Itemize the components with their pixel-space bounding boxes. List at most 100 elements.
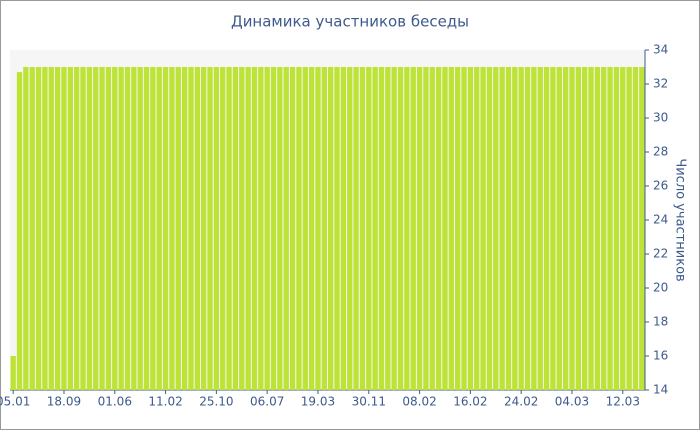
bar — [531, 67, 537, 390]
bar — [448, 67, 454, 390]
bar — [283, 67, 289, 390]
bar — [359, 67, 366, 390]
bar — [80, 67, 86, 390]
bar — [143, 67, 150, 390]
bar — [505, 67, 512, 390]
bar — [188, 67, 194, 390]
bar — [277, 67, 283, 390]
bar — [131, 67, 137, 390]
y-tick-label: 20 — [653, 281, 668, 295]
bar — [582, 67, 588, 390]
bar — [588, 67, 594, 390]
bar — [512, 67, 518, 390]
bar — [397, 67, 404, 390]
y-tick-label: 18 — [653, 315, 668, 329]
bar — [220, 67, 226, 390]
bar — [423, 67, 429, 390]
bar — [461, 67, 467, 390]
x-tick-label: 08.02 — [402, 395, 436, 409]
bar — [289, 67, 296, 390]
bar — [575, 67, 581, 390]
bar — [340, 67, 347, 390]
bar — [594, 67, 601, 390]
bar — [632, 67, 639, 390]
y-tick-label: 34 — [653, 43, 668, 57]
bar — [620, 67, 626, 390]
x-tick-label: 30.11 — [352, 395, 386, 409]
y-tick-label: 28 — [653, 145, 668, 159]
bar — [569, 67, 575, 390]
bar — [416, 67, 423, 390]
bar — [86, 67, 93, 390]
bar — [347, 67, 353, 390]
bar — [493, 67, 499, 390]
bar — [435, 67, 442, 390]
y-tick-label: 30 — [653, 111, 668, 125]
plot-area — [10, 50, 645, 390]
bar — [105, 67, 112, 390]
bar — [251, 67, 258, 390]
bar — [270, 67, 277, 390]
x-tick-label: 12.03 — [606, 395, 640, 409]
bar — [137, 67, 143, 390]
bar — [226, 67, 232, 390]
bar — [550, 67, 556, 390]
bar — [499, 67, 505, 390]
x-tick-label: 19.03 — [301, 395, 335, 409]
bar — [601, 67, 607, 390]
bar — [99, 67, 105, 390]
y-tick-label: 22 — [653, 247, 668, 261]
bar — [391, 67, 397, 390]
bar — [613, 67, 620, 390]
bar — [385, 67, 391, 390]
bar — [455, 67, 461, 390]
bar — [124, 67, 131, 390]
bar — [245, 67, 251, 390]
bar — [480, 67, 486, 390]
x-tick-label: 05.01 — [0, 395, 30, 409]
y-tick-label: 24 — [653, 213, 668, 227]
bar — [67, 67, 73, 390]
x-tick-label: 24.02 — [504, 395, 538, 409]
bar — [429, 67, 435, 390]
bar — [61, 67, 67, 390]
bar — [23, 67, 29, 390]
bar — [156, 67, 162, 390]
bar — [213, 67, 220, 390]
bar — [543, 67, 550, 390]
bar — [112, 67, 118, 390]
bar — [328, 67, 334, 390]
bar — [150, 67, 156, 390]
x-tick-label: 04.03 — [555, 395, 589, 409]
bar — [296, 67, 302, 390]
bar — [201, 67, 207, 390]
x-tick-label: 06.07 — [250, 395, 284, 409]
bar — [118, 67, 124, 390]
bar — [239, 67, 245, 390]
y-tick-label: 14 — [653, 383, 668, 397]
bar — [169, 67, 175, 390]
bar — [175, 67, 181, 390]
bar — [366, 67, 372, 390]
chart-title: Динамика участников беседы — [231, 13, 469, 31]
y-axis-label: Число участников — [673, 158, 688, 281]
bar — [48, 67, 54, 390]
y-tick-label: 26 — [653, 179, 668, 193]
bar — [10, 356, 16, 390]
bar — [54, 67, 61, 390]
bar — [302, 67, 308, 390]
bar — [562, 67, 569, 390]
bar — [29, 67, 35, 390]
bar — [334, 67, 340, 390]
bar — [321, 67, 327, 390]
bar — [93, 67, 99, 390]
y-tick-label: 16 — [653, 349, 668, 363]
bar — [353, 67, 359, 390]
bar — [626, 67, 632, 390]
bar — [372, 67, 378, 390]
bar — [74, 67, 80, 390]
bar — [42, 67, 48, 390]
x-tick-label: 11.02 — [148, 395, 182, 409]
bar — [162, 67, 169, 390]
